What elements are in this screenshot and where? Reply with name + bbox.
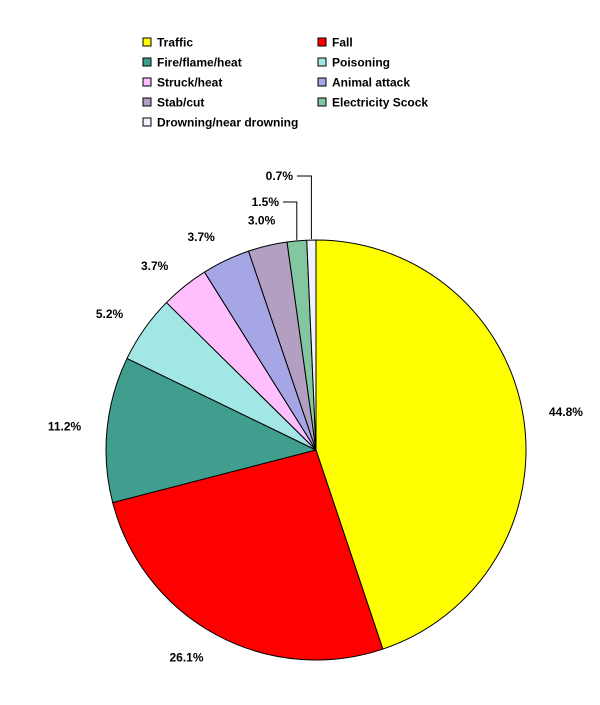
legend-item-fall: Fall (317, 36, 353, 50)
leader-line-drowning-near-drowning (297, 175, 312, 240)
data-label-poisoning: 5.2% (96, 307, 124, 321)
legend-label: Traffic (157, 36, 193, 50)
data-label-fall: 26.1% (169, 651, 203, 665)
legend-label: Drowning/near drowning (157, 116, 298, 130)
data-label-struck-heat: 3.7% (141, 259, 169, 273)
legend-label: Poisoning (332, 56, 390, 70)
legend-item-fire-flame-heat: Fire/flame/heat (142, 56, 242, 70)
pie-slice-drowning-near-drowning (306, 239, 317, 451)
legend-swatch (317, 77, 327, 87)
pie-slice-traffic (315, 239, 527, 650)
data-label-electricity-scock: 1.5% (252, 195, 280, 209)
legend: Traffic Fall Fire/flame/heat Poisoning Struc… (142, 36, 428, 130)
data-label-fire-flame-heat: 11.2% (48, 420, 82, 434)
legend-swatch (317, 97, 327, 107)
legend-swatch (142, 117, 152, 127)
legend-label: Fire/flame/heat (157, 56, 242, 70)
legend-swatch (142, 77, 152, 87)
legend-item-animal-attack: Animal attack (317, 76, 410, 90)
legend-swatch (142, 97, 152, 107)
data-label-animal-attack: 3.7% (187, 230, 215, 244)
legend-item-poisoning: Poisoning (317, 56, 390, 70)
leader-line-electricity-scock (283, 201, 298, 240)
legend-swatch (317, 37, 327, 47)
legend-label: Stab/cut (157, 96, 204, 110)
legend-item-traffic: Traffic (142, 36, 193, 50)
pie-slice-fall (112, 449, 384, 661)
data-label-stab-cut: 3.0% (248, 213, 276, 227)
leader-lines (283, 175, 312, 240)
legend-swatch (317, 57, 327, 67)
legend-item-drowning-near-drowning: Drowning/near drowning (142, 116, 298, 130)
legend-item-stab-cut: Stab/cut (142, 96, 204, 110)
legend-item-electricity-scock: Electricity Scock (317, 96, 428, 110)
legend-item-struck-heat: Struck/heat (142, 76, 222, 90)
legend-swatch (142, 37, 152, 47)
data-label-traffic: 44.8% (549, 405, 583, 419)
pie-slices (105, 239, 527, 661)
pie-slice-fire-flame-heat (105, 357, 317, 504)
legend-swatch (142, 57, 152, 67)
legend-label: Struck/heat (157, 76, 222, 90)
legend-label: Fall (332, 36, 353, 50)
legend-label: Electricity Scock (332, 96, 428, 110)
data-label-drowning-near-drowning: 0.7% (266, 169, 294, 183)
data-labels: 44.8% 26.1% 11.2% 5.2% 3.7% 3.7% 3.0% 1.5% 0.7% (48, 169, 583, 665)
legend-label: Animal attack (332, 76, 410, 90)
